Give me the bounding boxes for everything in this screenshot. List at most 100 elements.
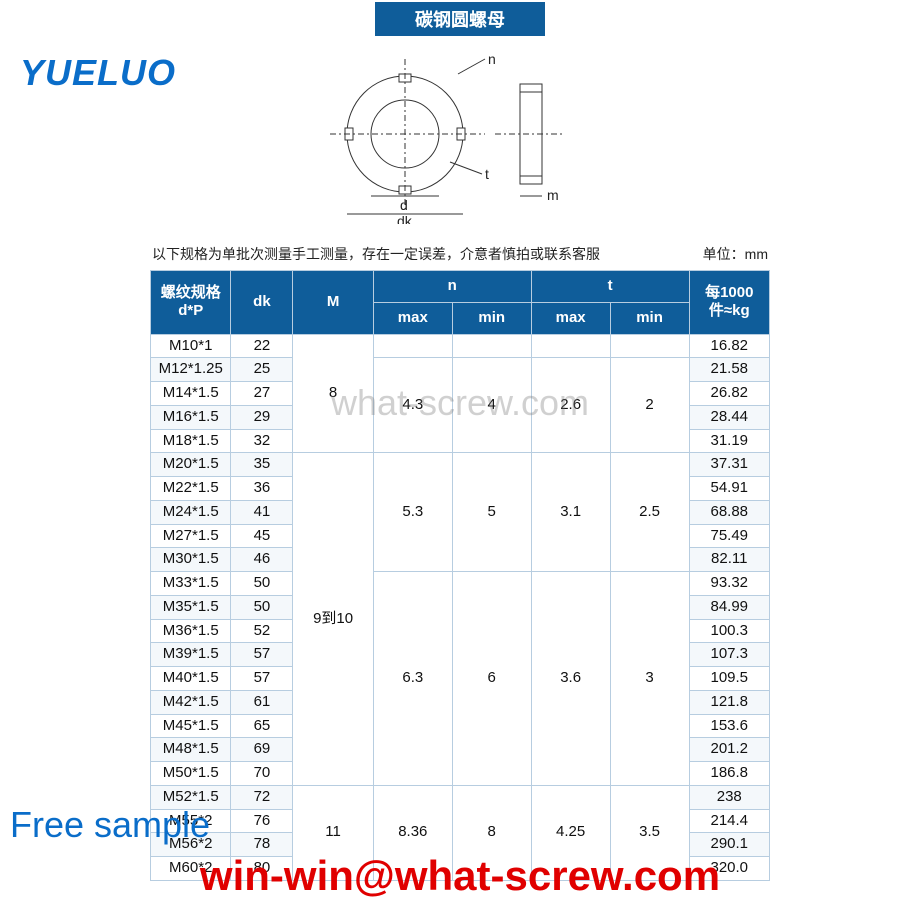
cell-weight: 100.3 xyxy=(689,619,769,643)
cell-spec: M39*1.5 xyxy=(151,643,231,667)
cell-spec: M14*1.5 xyxy=(151,382,231,406)
cell-weight: 68.88 xyxy=(689,500,769,524)
cell-nmax: 6.3 xyxy=(373,572,452,786)
unit-label: 单位：mm xyxy=(703,244,768,264)
cell-tmax: 3.6 xyxy=(531,572,610,786)
cell-dk: 25 xyxy=(231,358,293,382)
cell-weight: 107.3 xyxy=(689,643,769,667)
cell-tmax: 3.1 xyxy=(531,453,610,572)
table-header: 螺纹规格d*P dk M n t 每1000件≈kg max min max m… xyxy=(151,271,770,335)
cell-dk: 76 xyxy=(231,809,293,833)
cell-weight: 82.11 xyxy=(689,548,769,572)
measurement-note: 以下规格为单批次测量手工测量，存在一定误差，介意者慎拍或联系客服 xyxy=(152,244,600,264)
cell-M: 9到10 xyxy=(293,453,373,786)
cell-tmin: 2.5 xyxy=(610,453,689,572)
cell-weight: 214.4 xyxy=(689,809,769,833)
cell-dk: 69 xyxy=(231,738,293,762)
cell-dk: 65 xyxy=(231,714,293,738)
cell-dk: 72 xyxy=(231,785,293,809)
cell-spec: M33*1.5 xyxy=(151,572,231,596)
cell-tmax: 2.6 xyxy=(531,358,610,453)
th-t: t xyxy=(531,271,689,303)
cell-dk: 50 xyxy=(231,572,293,596)
cell-weight: 37.31 xyxy=(689,453,769,477)
cell-tmin xyxy=(610,334,689,358)
cell-nmin xyxy=(452,334,531,358)
cell-dk: 36 xyxy=(231,477,293,501)
cell-dk: 35 xyxy=(231,453,293,477)
cell-nmin: 6 xyxy=(452,572,531,786)
cell-weight: 109.5 xyxy=(689,667,769,691)
cell-spec: M45*1.5 xyxy=(151,714,231,738)
cell-spec: M18*1.5 xyxy=(151,429,231,453)
cell-dk: 57 xyxy=(231,643,293,667)
cell-weight: 84.99 xyxy=(689,595,769,619)
cell-dk: 52 xyxy=(231,619,293,643)
cell-weight: 93.32 xyxy=(689,572,769,596)
label-n: n xyxy=(488,51,496,67)
th-n: n xyxy=(373,271,531,303)
label-dk: dk xyxy=(397,213,413,224)
table-row: M20*1.5359到105.353.12.537.31 xyxy=(151,453,770,477)
th-tmax: max xyxy=(531,302,610,334)
th-nmax: max xyxy=(373,302,452,334)
th-spec: 螺纹规格d*P xyxy=(151,271,231,335)
table-row: M33*1.5506.363.6393.32 xyxy=(151,572,770,596)
cell-dk: 45 xyxy=(231,524,293,548)
title-banner: 碳钢圆螺母 xyxy=(375,2,545,36)
cell-weight: 201.2 xyxy=(689,738,769,762)
cell-spec: M35*1.5 xyxy=(151,595,231,619)
cell-weight: 238 xyxy=(689,785,769,809)
cell-spec: M22*1.5 xyxy=(151,477,231,501)
label-d: d xyxy=(400,197,408,213)
label-t: t xyxy=(485,166,489,182)
cell-weight: 121.8 xyxy=(689,690,769,714)
cell-nmin: 5 xyxy=(452,453,531,572)
brand-logo: YUELUO xyxy=(20,52,176,94)
th-weight: 每1000件≈kg xyxy=(689,271,769,335)
cell-spec: M30*1.5 xyxy=(151,548,231,572)
cell-dk: 27 xyxy=(231,382,293,406)
contact-email: win-win@what-screw.com xyxy=(0,852,920,900)
cell-spec: M20*1.5 xyxy=(151,453,231,477)
cell-weight: 26.82 xyxy=(689,382,769,406)
cell-M: 8 xyxy=(293,334,373,453)
cell-tmax xyxy=(531,334,610,358)
cell-dk: 22 xyxy=(231,334,293,358)
table-row: M12*1.25254.342.6221.58 xyxy=(151,358,770,382)
cell-nmax: 4.3 xyxy=(373,358,452,453)
cell-dk: 46 xyxy=(231,548,293,572)
cell-spec: M10*1 xyxy=(151,334,231,358)
th-M: M xyxy=(293,271,373,335)
cell-tmin: 3 xyxy=(610,572,689,786)
cell-weight: 54.91 xyxy=(689,477,769,501)
table-body: M10*122816.82M12*1.25254.342.6221.58M14*… xyxy=(151,334,770,880)
cell-dk: 57 xyxy=(231,667,293,691)
cell-dk: 29 xyxy=(231,405,293,429)
cell-spec: M16*1.5 xyxy=(151,405,231,429)
label-m: m xyxy=(547,187,559,203)
cell-tmin: 2 xyxy=(610,358,689,453)
table-row: M10*122816.82 xyxy=(151,334,770,358)
cell-weight: 16.82 xyxy=(689,334,769,358)
cell-nmax: 5.3 xyxy=(373,453,452,572)
cell-weight: 28.44 xyxy=(689,405,769,429)
cell-spec: M48*1.5 xyxy=(151,738,231,762)
cell-spec: M36*1.5 xyxy=(151,619,231,643)
cell-dk: 70 xyxy=(231,762,293,786)
cell-spec: M24*1.5 xyxy=(151,500,231,524)
cell-weight: 75.49 xyxy=(689,524,769,548)
cell-spec: M42*1.5 xyxy=(151,690,231,714)
cell-dk: 61 xyxy=(231,690,293,714)
cell-spec: M50*1.5 xyxy=(151,762,231,786)
cell-weight: 31.19 xyxy=(689,429,769,453)
cell-weight: 21.58 xyxy=(689,358,769,382)
cell-dk: 41 xyxy=(231,500,293,524)
th-dk: dk xyxy=(231,271,293,335)
spec-table: 螺纹规格d*P dk M n t 每1000件≈kg max min max m… xyxy=(150,270,770,881)
cell-spec: M27*1.5 xyxy=(151,524,231,548)
cell-weight: 153.6 xyxy=(689,714,769,738)
cell-spec: M40*1.5 xyxy=(151,667,231,691)
th-nmin: min xyxy=(452,302,531,334)
cell-nmin: 4 xyxy=(452,358,531,453)
